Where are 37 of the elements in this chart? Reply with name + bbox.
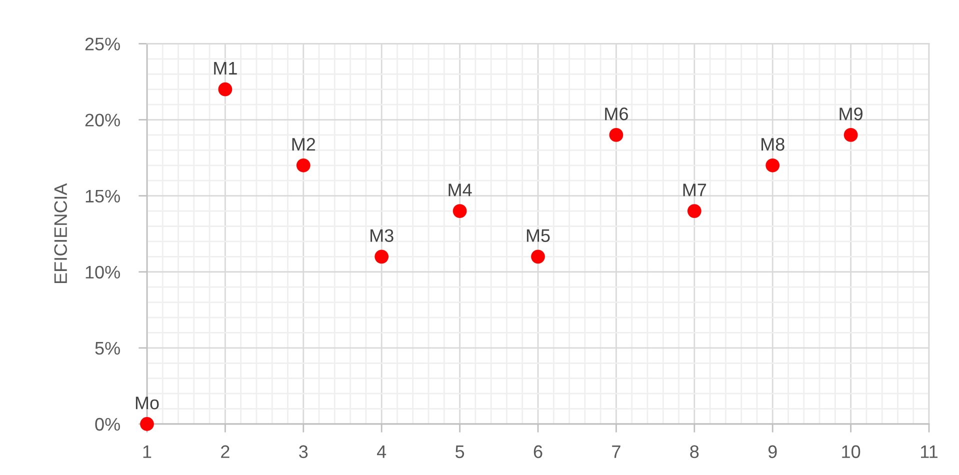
point [687,204,702,218]
point [296,158,310,172]
annotation: M3 [370,229,394,242]
annotation: M4 [448,184,472,196]
x-tick-label: 2 [221,445,230,458]
annotation: M1 [214,62,237,74]
annotation: Mo [136,396,159,410]
x-tick-label: 9 [768,445,777,458]
y-tick-label: 5% [95,342,120,355]
x-tick-label: 4 [376,445,386,458]
x-tick-label: 8 [690,445,699,458]
point [844,128,858,142]
x-tick-label: 1 [143,445,152,458]
annotation: M9 [840,108,862,120]
annotation: M8 [762,138,784,151]
y-tick-label: 0% [95,418,120,431]
y-axis-title: EFICIENCIA [54,183,68,284]
annotation: M2 [292,138,316,151]
annotation: M7 [683,184,706,196]
x-tick-label: 5 [456,445,464,458]
point [374,250,389,264]
x-tick-label: 7 [612,445,620,458]
y-tick-label: 10% [86,266,120,279]
x-tick-label: 10 [842,445,860,458]
x-tick-label: 6 [534,445,542,458]
x-tick-label: 3 [299,445,308,458]
annotation: M5 [526,229,550,242]
point [609,128,624,142]
point [218,82,232,96]
point [452,204,467,218]
x-tick-label: 11 [921,445,938,458]
y-tick-label: 20% [85,114,120,126]
y-tick-label: 15% [86,190,120,203]
annotation: M6 [605,108,628,120]
y-tick-label: 25% [85,38,120,50]
point [531,250,545,264]
point [766,158,780,172]
